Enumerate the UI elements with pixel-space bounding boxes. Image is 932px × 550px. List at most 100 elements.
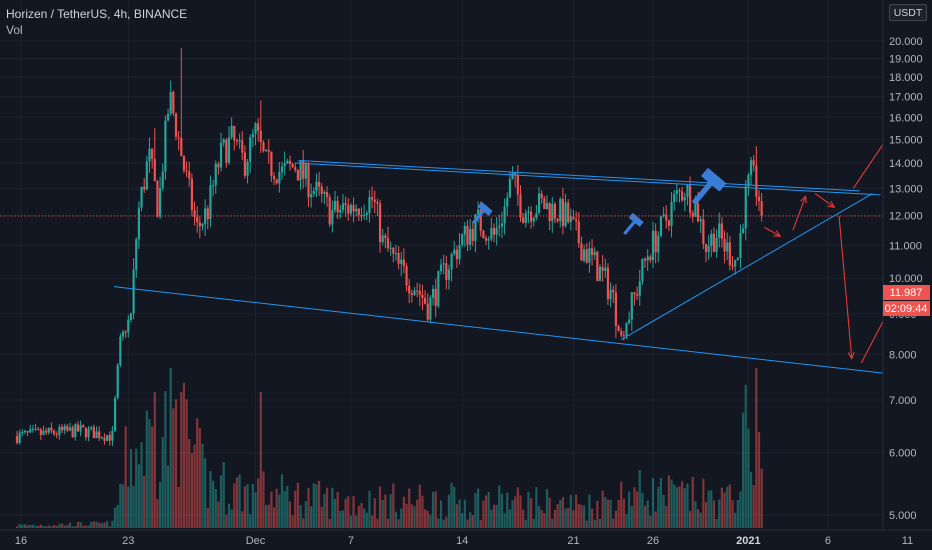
candle-body: [492, 228, 496, 235]
time-axis-label: 2021: [736, 535, 760, 547]
candle-body: [18, 432, 21, 443]
candle-body: [265, 149, 268, 152]
candle-body: [588, 248, 591, 263]
volume-bar: [304, 501, 307, 528]
volume-bar: [447, 494, 451, 528]
candle-body: [673, 194, 676, 203]
candle-body: [310, 193, 313, 198]
price-axis-label: 12.000: [889, 211, 923, 223]
candle-body: [739, 232, 742, 259]
volume-bar: [180, 392, 183, 528]
candle-body: [535, 212, 538, 219]
candle-body: [357, 208, 360, 216]
trendline: [113, 286, 892, 375]
projection-arrow: [838, 215, 853, 359]
hammer-head: [477, 202, 493, 216]
volume-bar: [227, 503, 231, 528]
candle-body: [742, 228, 745, 233]
volume-bar: [291, 515, 294, 528]
volume-bar: [392, 483, 395, 528]
volume-bar: [625, 514, 628, 528]
candle-body: [604, 267, 607, 271]
volume-bar: [469, 512, 472, 528]
candle-body: [585, 249, 588, 263]
candle-body: [691, 212, 694, 217]
candle-body: [100, 437, 103, 439]
volume-bar: [704, 502, 708, 528]
candle-body: [315, 181, 318, 191]
volume-bar: [272, 507, 276, 528]
candle-body: [177, 136, 180, 138]
volume-bar: [37, 525, 40, 528]
candle-body: [559, 198, 562, 222]
candle-body: [53, 430, 56, 435]
candle-body: [307, 164, 310, 198]
volume-bar: [588, 494, 591, 528]
candle-body: [477, 209, 480, 215]
volume-bar: [551, 518, 554, 528]
candle-body: [426, 303, 429, 320]
volume-bar: [53, 524, 56, 528]
candle-body: [212, 185, 215, 187]
volume-bar: [585, 520, 588, 528]
candle-body: [169, 92, 172, 114]
candle-body: [29, 429, 32, 433]
volume-bar: [471, 515, 474, 528]
projection-arrow: [792, 196, 807, 231]
candle-body: [84, 427, 87, 438]
volume-bar: [654, 511, 657, 528]
candle-body: [429, 297, 432, 320]
volume-bar: [124, 426, 127, 528]
candle-body: [161, 171, 164, 189]
volume-bar: [55, 525, 58, 528]
candle-body: [82, 425, 85, 428]
trendline: [295, 162, 881, 196]
volume-bar: [429, 514, 432, 528]
volume-bar: [23, 524, 27, 528]
candle-body: [694, 203, 697, 217]
candle-body: [206, 208, 209, 220]
candle-body: [715, 237, 718, 252]
price-axis-label: 11.000: [889, 240, 922, 252]
candle-body: [556, 218, 559, 222]
volume-bar: [492, 504, 496, 528]
volume-bar: [437, 518, 440, 528]
candle-body: [490, 228, 493, 240]
volume-bar: [622, 498, 625, 528]
volume-bar: [593, 519, 596, 528]
hammer-annotations: [472, 168, 726, 235]
candle-body: [527, 211, 530, 214]
price-axis-label: 8.000: [889, 349, 917, 361]
volume-bar: [503, 513, 506, 528]
volume-bar: [188, 439, 191, 528]
volume-bar: [347, 496, 350, 528]
candle-body: [471, 228, 474, 241]
volume-bar: [254, 492, 257, 528]
volume-bar: [572, 510, 575, 528]
candle-body: [66, 425, 69, 431]
candle-body: [702, 219, 705, 244]
price-axis: 5.0006.0007.0008.0009.00010.00011.00012.…: [889, 36, 923, 522]
volume-bar: [270, 491, 273, 528]
candle-body: [129, 313, 133, 320]
volume-bar: [577, 504, 580, 528]
candle-body: [561, 198, 564, 227]
volume-bar: [455, 504, 458, 528]
currency-button[interactable]: USDT: [889, 4, 927, 21]
candle-body: [736, 258, 739, 261]
candle-body: [23, 430, 27, 433]
candle-body: [506, 197, 509, 207]
candle-body: [469, 228, 472, 245]
volume-bar: [479, 519, 482, 528]
volume-bar: [371, 515, 374, 528]
price-axis-label: 13.000: [889, 183, 923, 195]
volume-bar: [583, 505, 586, 528]
volume-bar: [477, 488, 480, 528]
volume-bar: [74, 526, 77, 528]
candle-body: [219, 142, 223, 168]
volume-bar: [500, 493, 504, 528]
volume-bar: [755, 368, 758, 528]
candle-body: [60, 426, 64, 431]
candle-body: [569, 216, 572, 223]
